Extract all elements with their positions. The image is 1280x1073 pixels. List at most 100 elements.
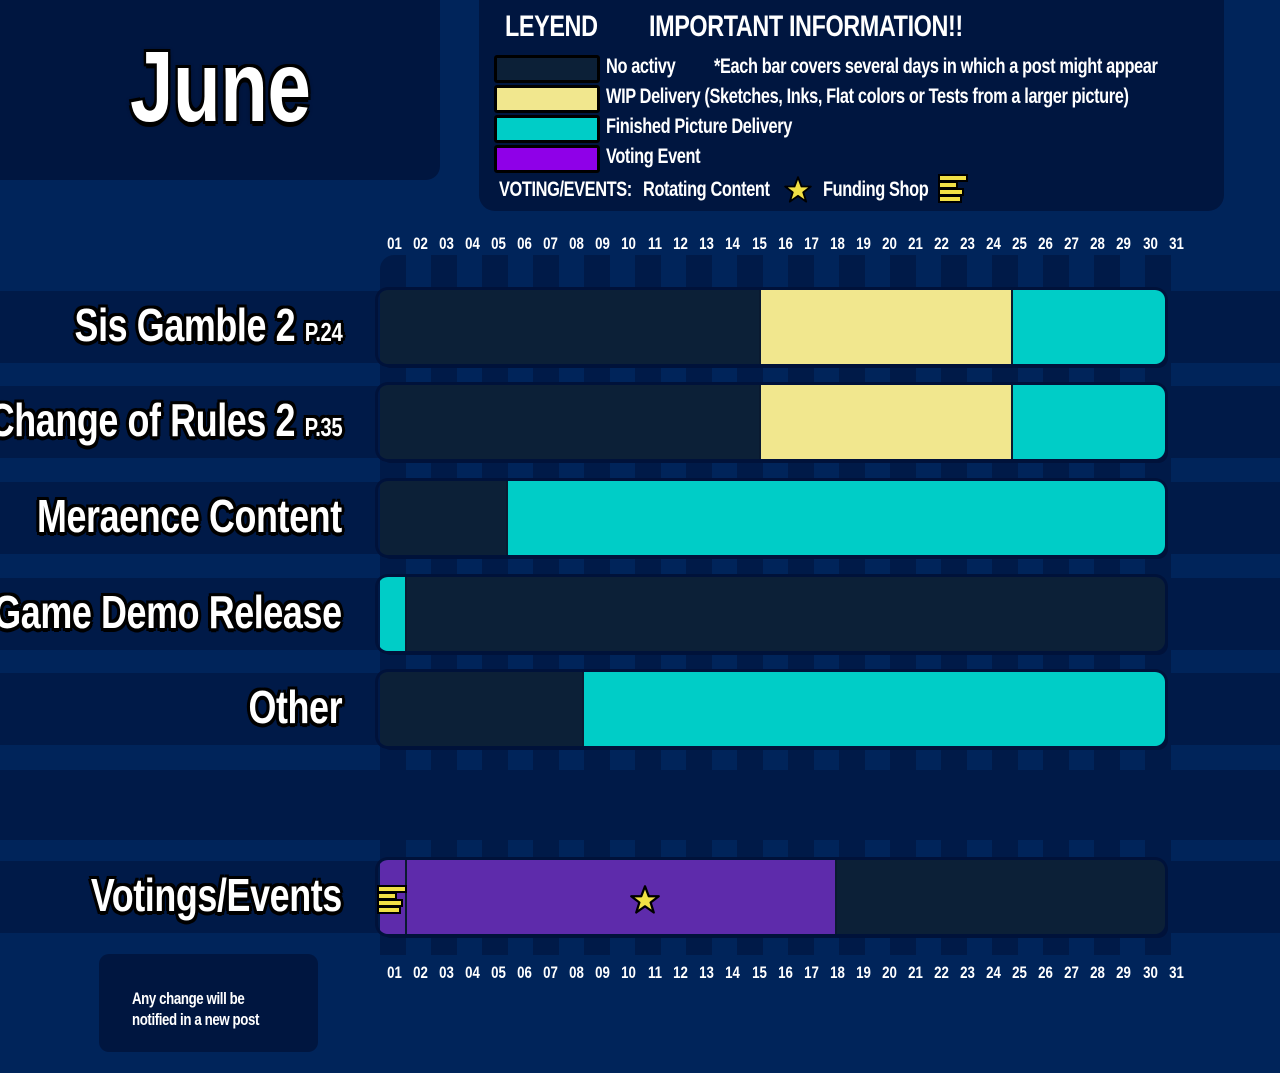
x-tick-label: 09 (595, 234, 610, 253)
row-label: Game Demo Release (0, 586, 342, 638)
legend-heading: LEYEND (505, 10, 598, 43)
x-tick-label: 10 (621, 963, 636, 982)
gantt-bar (378, 481, 1165, 555)
x-tick-label: 16 (777, 963, 793, 982)
x-tick-label: 14 (725, 234, 741, 253)
bar-segment-finished (1011, 385, 1165, 459)
x-tick-label: 07 (543, 963, 558, 982)
legend-swatch-wip (494, 85, 600, 113)
x-tick-label: 22 (934, 963, 949, 982)
x-tick-label: 21 (908, 963, 923, 982)
legend-label-wip: WIP Delivery (Sketches, Inks, Flat color… (606, 85, 1129, 108)
x-tick-label: 03 (438, 234, 454, 253)
x-tick-label: 28 (1090, 234, 1106, 253)
x-tick-label: 24 (986, 234, 1001, 253)
bar-segment-none (380, 290, 759, 364)
legend-label-voting: Voting Event (606, 145, 701, 168)
x-tick-label: 27 (1064, 963, 1080, 982)
x-tick-label: 29 (1116, 234, 1132, 253)
event-funding-shop: Funding Shop (823, 178, 929, 201)
x-tick-label: 11 (647, 963, 662, 982)
x-tick-label: 25 (1012, 963, 1028, 982)
x-tick-label: 02 (412, 963, 428, 982)
x-tick-label: 07 (543, 234, 558, 253)
x-tick-label: 06 (516, 234, 532, 253)
x-tick-label: 31 (1168, 963, 1184, 982)
legend-swatch-none (494, 55, 600, 83)
bar-segment-none (380, 385, 759, 459)
x-tick-label: 15 (751, 963, 767, 982)
x-tick-label: 23 (960, 234, 975, 253)
x-tick-label: 01 (386, 234, 402, 253)
x-tick-label: 11 (647, 234, 662, 253)
row-label: Meraence Content (37, 490, 342, 542)
x-tick-label: 12 (673, 234, 689, 253)
row-label: Other (248, 681, 342, 733)
legend-swatch-finished (494, 115, 600, 143)
gantt-bar (378, 385, 1165, 459)
x-tick-label: 18 (829, 234, 845, 253)
row-label: Votings/Events (90, 869, 342, 921)
bar-segment-wip (758, 385, 1014, 459)
x-tick-label: 24 (986, 963, 1001, 982)
x-tick-label: 25 (1012, 234, 1028, 253)
x-tick-label: 02 (412, 234, 428, 253)
x-tick-label: 04 (464, 234, 480, 253)
x-tick-label: 27 (1064, 234, 1080, 253)
event-rotating-content: Rotating Content (643, 178, 770, 201)
bar-segment-finished (1011, 290, 1165, 364)
bar-segment-finished (380, 577, 406, 651)
funding-shop-icon (377, 885, 407, 914)
x-tick-label: 13 (699, 234, 715, 253)
gantt-bar (378, 860, 1165, 934)
legend-swatch-voting (494, 145, 600, 173)
x-tick-label: 23 (960, 963, 975, 982)
bar-segment-none (380, 672, 583, 746)
x-tick-label: 21 (908, 234, 923, 253)
x-tick-label: 26 (1038, 963, 1054, 982)
funding-shop-icon (938, 174, 968, 203)
bar-segment-none (380, 481, 507, 555)
month-title: June (130, 31, 311, 143)
x-tick-label: 22 (934, 234, 949, 253)
bar-segment-none (834, 860, 1165, 934)
x-tick-label: 05 (490, 963, 506, 982)
x-tick-label: 18 (829, 963, 845, 982)
bar-segment-wip (758, 290, 1014, 364)
x-tick-label: 14 (725, 963, 741, 982)
x-tick-label: 10 (621, 234, 636, 253)
star-icon (784, 176, 812, 203)
gantt-bar (378, 290, 1165, 364)
x-tick-label: 12 (673, 963, 689, 982)
gantt-bar (378, 672, 1165, 746)
bar-segment-finished (506, 481, 1165, 555)
x-tick-label: 20 (881, 234, 897, 253)
x-tick-label: 26 (1038, 234, 1054, 253)
x-tick-label: 05 (490, 234, 506, 253)
x-tick-label: 06 (516, 963, 532, 982)
gantt-bar (378, 577, 1165, 651)
legend-note: *Each bar covers several days in which a… (714, 55, 1158, 78)
x-tick-label: 16 (777, 234, 793, 253)
x-tick-label: 17 (803, 234, 819, 253)
x-tick-label: 19 (855, 963, 871, 982)
info-heading: IMPORTANT INFORMATION!! (649, 10, 963, 43)
x-tick-label: 28 (1090, 963, 1106, 982)
row-label: Sis Gamble 2 P.24 (74, 299, 342, 351)
title-panel: June (0, 0, 440, 180)
bar-segment-none (405, 577, 1165, 651)
x-tick-label: 20 (881, 963, 897, 982)
x-tick-label: 15 (751, 234, 767, 253)
legend-label-finished: Finished Picture Delivery (606, 115, 792, 138)
x-tick-label: 13 (699, 963, 715, 982)
x-tick-label: 09 (595, 963, 610, 982)
legend-label-none: No activy (606, 55, 676, 78)
x-tick-label: 01 (386, 963, 402, 982)
x-tick-label: 19 (855, 234, 871, 253)
x-tick-label: 03 (438, 963, 454, 982)
x-tick-label: 29 (1116, 963, 1132, 982)
x-tick-label: 04 (464, 963, 480, 982)
x-tick-label: 17 (803, 963, 819, 982)
star-icon (630, 885, 660, 914)
x-tick-label: 30 (1142, 234, 1158, 253)
